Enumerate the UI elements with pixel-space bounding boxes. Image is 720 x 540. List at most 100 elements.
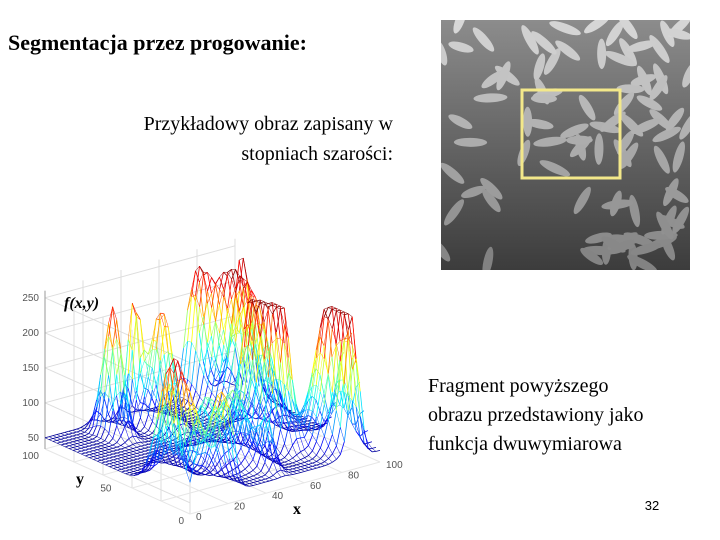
surface-line bbox=[241, 469, 245, 472]
surface-line bbox=[152, 340, 156, 342]
surface-line bbox=[244, 346, 248, 347]
surface-line bbox=[137, 455, 141, 456]
surface-line bbox=[117, 449, 121, 450]
surface-line bbox=[53, 441, 57, 443]
surface-line bbox=[297, 465, 301, 467]
surface-line bbox=[133, 457, 137, 459]
z-tick-label: 150 bbox=[22, 363, 39, 374]
surface-line bbox=[97, 452, 101, 453]
surface-line bbox=[57, 436, 61, 437]
surface-line bbox=[305, 467, 309, 468]
surface-line bbox=[113, 350, 117, 395]
surface-line bbox=[141, 448, 145, 449]
surface-line bbox=[149, 437, 153, 438]
surface-line bbox=[105, 456, 109, 458]
surface-line bbox=[141, 433, 145, 434]
surface-line bbox=[144, 427, 148, 431]
surface-line bbox=[57, 435, 61, 437]
surface-line bbox=[109, 458, 113, 460]
surface-line bbox=[117, 463, 121, 464]
surface-line bbox=[305, 470, 309, 471]
surface-line bbox=[144, 377, 148, 397]
surface-line bbox=[265, 479, 269, 481]
surface-line bbox=[198, 465, 202, 466]
surface-line bbox=[69, 439, 73, 440]
surface-line bbox=[253, 470, 257, 474]
surface-line bbox=[49, 440, 53, 442]
surface-line bbox=[269, 476, 273, 478]
surface-line bbox=[121, 458, 125, 460]
surface-line bbox=[297, 455, 301, 460]
surface-line bbox=[276, 338, 280, 339]
surface-line bbox=[117, 446, 121, 448]
surface-line bbox=[304, 446, 308, 450]
surface-line bbox=[289, 461, 293, 463]
surface-line bbox=[61, 441, 65, 442]
surface-line bbox=[105, 462, 109, 464]
surface-line bbox=[97, 437, 101, 439]
surface-line bbox=[136, 428, 140, 431]
surface-line bbox=[273, 412, 277, 441]
surface-line bbox=[89, 446, 93, 448]
surface-line bbox=[117, 461, 121, 462]
surface-line bbox=[257, 481, 261, 483]
surface-line bbox=[289, 467, 293, 469]
surface-line bbox=[336, 411, 340, 428]
surface-line bbox=[205, 475, 209, 476]
surface-line bbox=[97, 426, 101, 437]
surface-line bbox=[105, 464, 109, 465]
surface-line bbox=[69, 433, 73, 434]
surface-line bbox=[81, 441, 85, 442]
surface-line bbox=[273, 479, 277, 480]
surface-line bbox=[93, 448, 97, 450]
surface-line bbox=[53, 440, 57, 441]
surface-line bbox=[117, 459, 121, 461]
surface-line bbox=[204, 417, 208, 419]
surface-line bbox=[296, 439, 300, 452]
surface-line bbox=[240, 279, 244, 281]
surface-line bbox=[293, 469, 297, 471]
surface-line bbox=[65, 447, 69, 449]
surface-line bbox=[253, 476, 257, 478]
surface-line bbox=[133, 468, 137, 469]
surface-line bbox=[305, 458, 309, 461]
surface-line bbox=[105, 459, 109, 461]
surface-line bbox=[69, 431, 73, 433]
surface-line bbox=[109, 455, 113, 457]
surface-line bbox=[145, 451, 149, 453]
surface-line bbox=[249, 483, 253, 484]
surface-line bbox=[328, 306, 332, 307]
surface-line bbox=[269, 480, 273, 481]
surface-line bbox=[117, 465, 121, 467]
surface-line bbox=[261, 477, 265, 479]
surface-line bbox=[85, 453, 89, 455]
surface-line bbox=[85, 449, 89, 450]
surface-line bbox=[89, 451, 93, 452]
surface-line bbox=[69, 449, 73, 451]
surface-line bbox=[309, 469, 313, 470]
surface-line bbox=[265, 481, 269, 482]
surface-line bbox=[215, 373, 219, 381]
surface-line bbox=[193, 465, 197, 470]
surface-line bbox=[325, 459, 329, 462]
surface-line bbox=[105, 458, 109, 459]
surface-line bbox=[77, 448, 81, 449]
surface-line bbox=[148, 431, 152, 434]
surface-line bbox=[253, 478, 257, 479]
surface-line bbox=[113, 462, 117, 463]
surface-line bbox=[285, 458, 289, 461]
surface-line bbox=[204, 422, 208, 423]
surface-line bbox=[121, 451, 125, 452]
surface-line bbox=[53, 436, 57, 438]
surface-line bbox=[253, 481, 257, 482]
surface-line bbox=[133, 447, 137, 448]
surface-line bbox=[169, 454, 173, 456]
surface-line bbox=[73, 436, 77, 438]
surface-line bbox=[125, 450, 129, 451]
surface-line bbox=[97, 438, 101, 440]
surface-line bbox=[49, 437, 53, 439]
surface-line bbox=[113, 457, 117, 459]
surface-line bbox=[125, 453, 129, 454]
surface-line bbox=[297, 472, 301, 473]
surface-line bbox=[77, 449, 81, 451]
